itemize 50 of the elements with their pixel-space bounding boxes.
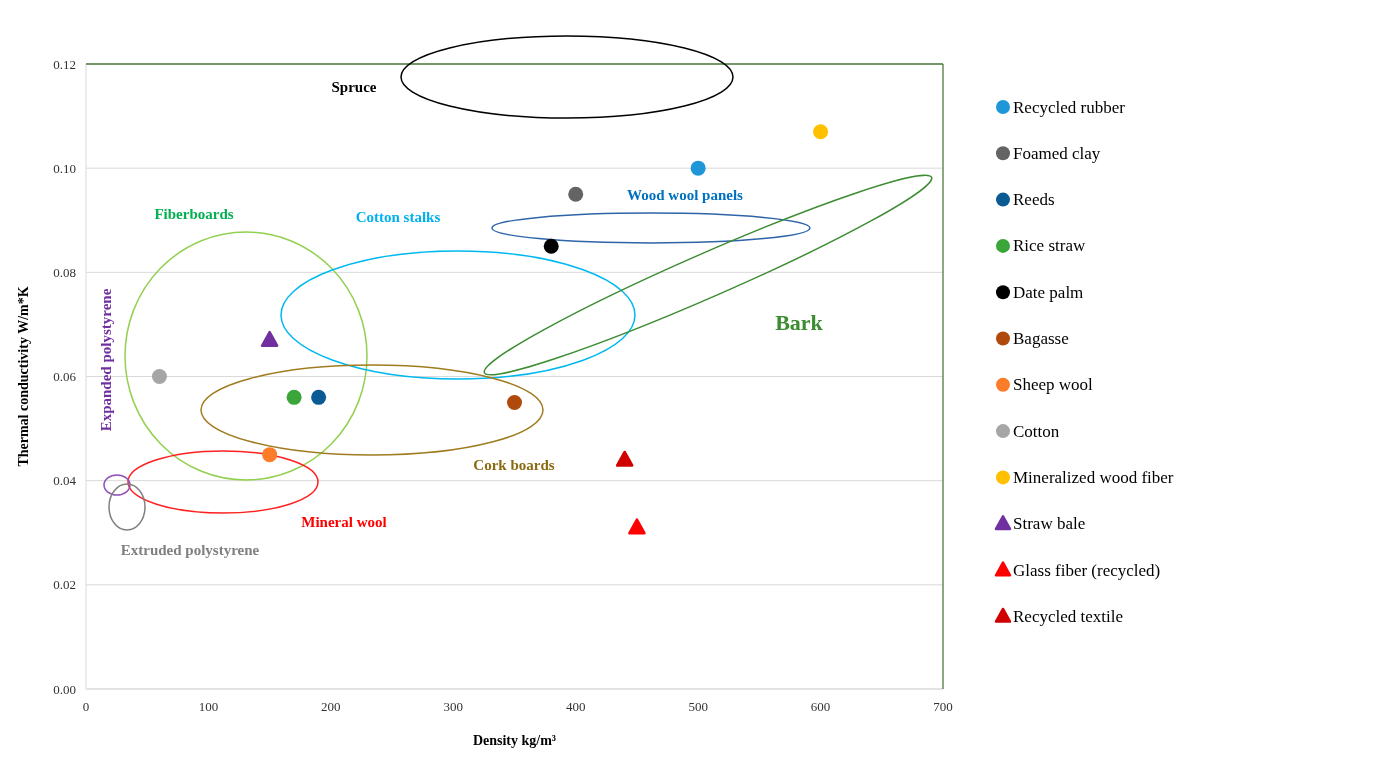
point xyxy=(628,518,646,535)
y-tick-label: 0.10 xyxy=(53,160,76,176)
x-tick-label: 200 xyxy=(321,699,341,714)
point xyxy=(151,369,167,384)
point xyxy=(615,450,634,467)
y-tick-label: 0.08 xyxy=(53,264,76,280)
annotation: Cotton stalks xyxy=(355,209,441,225)
legend-label: Recycled textile xyxy=(1013,606,1123,626)
point xyxy=(286,389,302,405)
y-tick-label: 0.06 xyxy=(53,369,77,384)
x-tick-label: 0 xyxy=(82,699,90,714)
x-tick-label: 300 xyxy=(443,699,464,714)
x-tick-label: 400 xyxy=(565,699,586,714)
point xyxy=(507,395,522,411)
legend-label: Reeds xyxy=(1013,190,1055,210)
annotation: Expanded polystyrene xyxy=(98,288,114,432)
annotation: Cork boards xyxy=(473,457,555,473)
legend-label: Glass fiber (recycled) xyxy=(1013,560,1161,580)
legend-label: Bagasse xyxy=(1013,329,1069,348)
legend-label: Straw bale xyxy=(1013,514,1086,534)
legend-label: Cotton xyxy=(1013,421,1060,441)
legend-label: Recycled rubber xyxy=(1013,97,1126,117)
x-tick-label: 600 xyxy=(810,699,831,714)
point xyxy=(262,447,278,463)
point xyxy=(543,238,559,254)
y-tick-label: 0.12 xyxy=(53,56,76,72)
annotation: Wood wool panels xyxy=(627,187,744,203)
point xyxy=(568,186,584,202)
x-tick-label: 500 xyxy=(688,699,708,714)
x-tick-label: 700 xyxy=(933,699,953,714)
legend-label: Date palm xyxy=(1013,282,1084,302)
annotation: Bark xyxy=(775,309,824,335)
annotation: Spruce xyxy=(331,79,377,95)
annotation: Extruded polystyrene xyxy=(120,542,260,558)
x-tick-label: 100 xyxy=(198,699,219,714)
y-axis-title: Thermal conductivity W/m*K xyxy=(16,286,31,467)
point xyxy=(813,124,829,140)
x-axis-title: Density kg/m³ xyxy=(472,733,557,748)
legend-label: Rice straw xyxy=(1013,236,1086,256)
point xyxy=(260,330,279,347)
annotation: Mineral wool xyxy=(301,514,387,530)
y-tick-label: 0.00 xyxy=(53,681,76,697)
y-tick-label: 0.02 xyxy=(53,577,76,593)
legend-label: Mineralized wood fiber xyxy=(1013,467,1174,487)
y-tick-label: 0.04 xyxy=(53,473,77,489)
point xyxy=(311,389,327,405)
legend-label: Foamed clay xyxy=(1013,143,1101,163)
point xyxy=(690,160,706,176)
annotation: Fiberboards xyxy=(154,206,234,222)
legend-label: Sheep wool xyxy=(1013,375,1094,395)
